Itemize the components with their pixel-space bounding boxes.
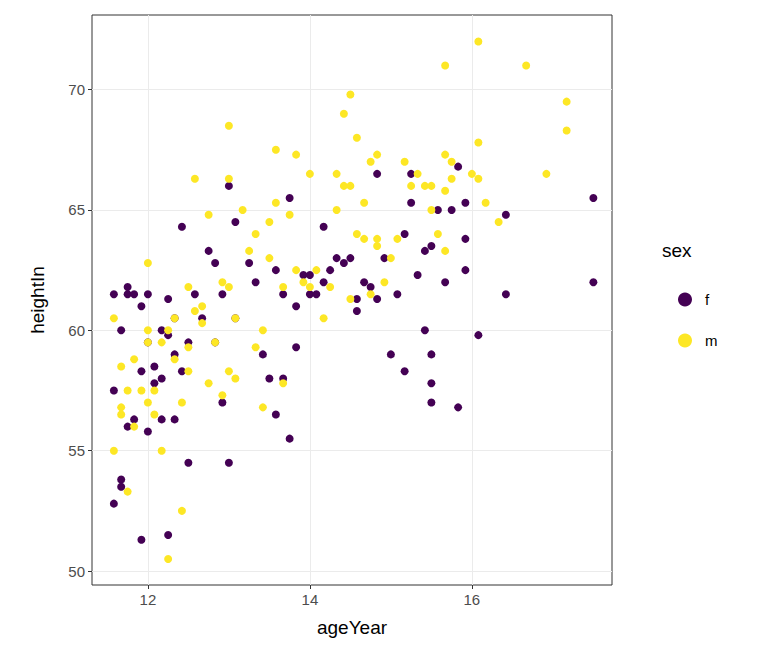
svg-text:50: 50 xyxy=(68,563,85,580)
svg-text:f: f xyxy=(705,291,710,308)
svg-text:55: 55 xyxy=(68,442,85,459)
svg-text:70: 70 xyxy=(68,81,85,98)
svg-text:12: 12 xyxy=(140,591,157,608)
svg-text:sex: sex xyxy=(662,240,692,261)
svg-text:60: 60 xyxy=(68,322,85,339)
svg-text:65: 65 xyxy=(68,201,85,218)
svg-text:m: m xyxy=(705,332,718,349)
svg-text:14: 14 xyxy=(302,591,319,608)
svg-text:heightIn: heightIn xyxy=(27,266,48,334)
svg-text:ageYear: ageYear xyxy=(317,617,388,638)
svg-text:16: 16 xyxy=(464,591,481,608)
